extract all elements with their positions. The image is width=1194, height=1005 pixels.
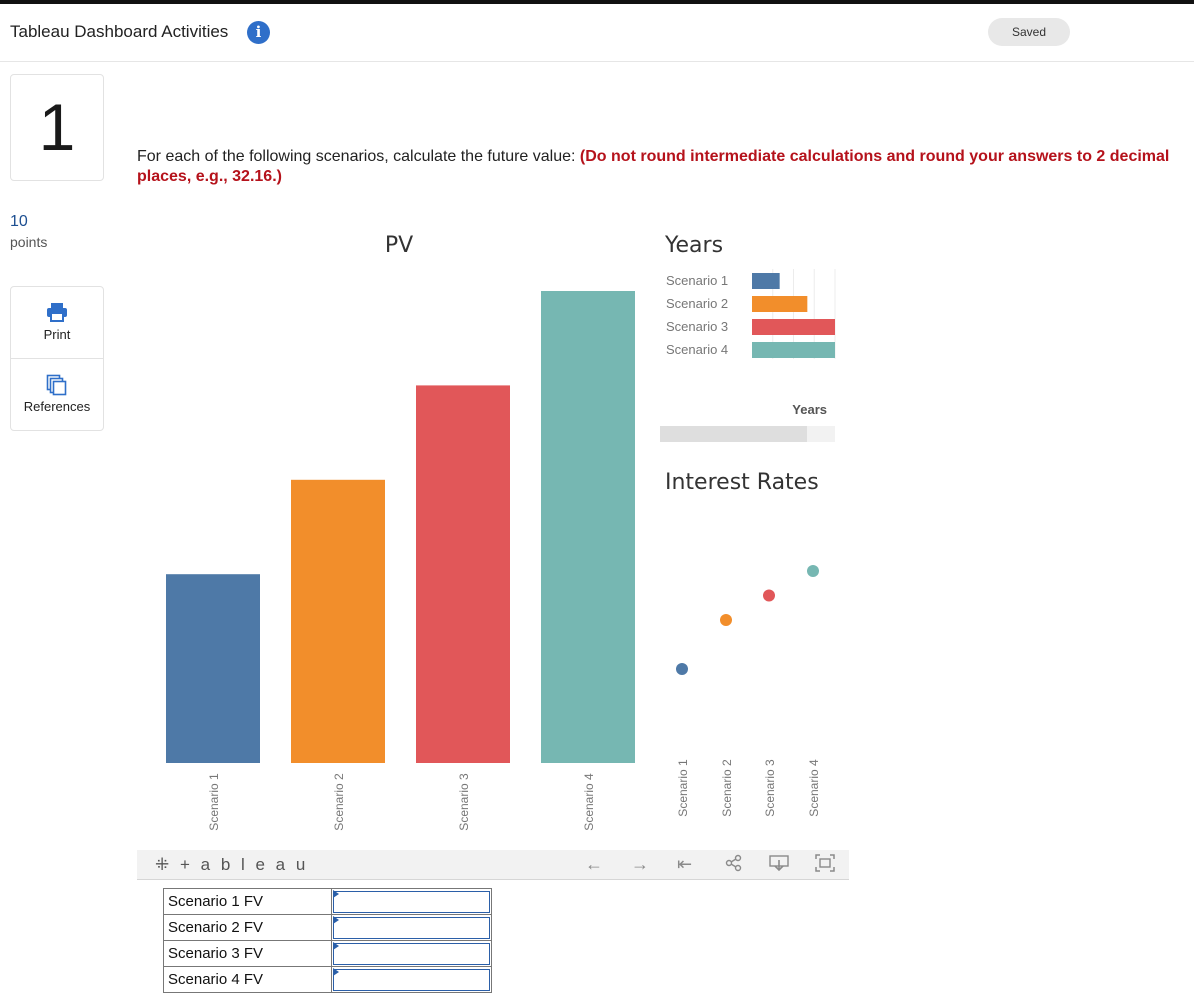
years-chart-title: Years [664, 233, 723, 258]
question-instructions: For each of the following scenarios, cal… [137, 147, 1194, 187]
years-bar [752, 319, 835, 335]
top-strip [0, 0, 1194, 4]
saved-status-badge: Saved [988, 18, 1070, 46]
interest-rates-chart: Interest Rates Scenario 1 Scenario 2 Scenar… [665, 470, 821, 817]
years-tick-label: Scenario 3 [666, 319, 728, 334]
instruction-text: For each of the following scenarios, cal… [137, 148, 580, 165]
points-label: points [10, 234, 48, 250]
pv-bar [291, 479, 385, 763]
table-row: Scenario 3 FV [163, 940, 492, 967]
flag-icon [333, 916, 339, 924]
tableau-dashboard[interactable]: PV Scenario 1 Scenario 2 Scenario 3 Scenario… [137, 215, 849, 850]
page-title: Tableau Dashboard Activities [10, 22, 229, 41]
scenario-4-fv-input[interactable] [333, 968, 490, 991]
years-tick-label: Scenario 1 [666, 273, 728, 288]
dashboard-charts: PV Scenario 1 Scenario 2 Scenario 3 Scenario… [166, 233, 836, 831]
interest-rate-point [807, 565, 819, 577]
pv-tick-label: Scenario 2 [332, 773, 346, 831]
references-button[interactable]: References [11, 359, 103, 431]
tableau-logo-text: + a b l e a u [179, 855, 309, 874]
table-row: Scenario 1 FV [163, 888, 492, 915]
undo-icon[interactable]: ← [585, 854, 603, 874]
answer-label: Scenario 3 FV [163, 940, 332, 967]
pv-bar [416, 385, 510, 763]
header: Tableau Dashboard Activities i Saved [0, 4, 1194, 62]
instruction-emphasis: (Do not round intermediate calculations … [137, 148, 1170, 185]
years-bar [752, 296, 808, 312]
points-value: 10 [10, 213, 28, 230]
pv-tick-label: Scenario 1 [207, 773, 221, 831]
pv-chart-title: PV [385, 233, 413, 258]
pv-bar [541, 291, 635, 763]
tableau-toolbar: ⁜ + a b l e a u ← → ⇤ [137, 850, 849, 880]
references-label: References [23, 399, 91, 414]
download-icon[interactable] [769, 854, 789, 877]
flag-icon [333, 968, 339, 976]
years-chart: Years Scenario 1 Scenario 2 Scenario 3 Scena… [660, 233, 836, 442]
tableau-logo-mark: ⁜ [155, 855, 173, 874]
interest-rate-point [676, 663, 688, 675]
pv-tick-label: Scenario 3 [457, 773, 471, 831]
answer-cell [331, 914, 492, 941]
rates-tick-label: Scenario 3 [763, 759, 777, 817]
answer-label: Scenario 1 FV [163, 888, 332, 915]
printer-icon [47, 303, 67, 322]
share-icon[interactable] [725, 854, 743, 877]
years-slider-label: Years [792, 402, 827, 417]
answer-cell [331, 888, 492, 915]
flag-icon [333, 890, 339, 898]
question-number: 1 [38, 90, 76, 164]
side-tools-panel: Print References [10, 286, 104, 431]
rates-tick-label: Scenario 1 [676, 759, 690, 817]
pv-chart: PV Scenario 1 Scenario 2 Scenario 3 Scenario… [166, 233, 635, 831]
years-tick-label: Scenario 2 [666, 296, 728, 311]
print-button[interactable]: Print [11, 287, 103, 359]
question-number-box: 1 [10, 74, 104, 181]
pv-tick-label: Scenario 4 [582, 773, 596, 831]
years-bar [752, 342, 835, 358]
table-row: Scenario 2 FV [163, 914, 492, 941]
years-slider-fill [660, 426, 807, 442]
answer-table: Scenario 1 FV Scenario 2 FV Scenario 3 F… [163, 888, 492, 993]
redo-icon[interactable]: → [631, 854, 649, 874]
rates-tick-label: Scenario 4 [807, 759, 821, 817]
interest-rate-point [763, 589, 775, 602]
answer-cell [331, 966, 492, 993]
scenario-2-fv-input[interactable] [333, 916, 490, 939]
fullscreen-icon[interactable] [815, 854, 835, 877]
scenario-1-fv-input[interactable] [333, 890, 490, 913]
answer-label: Scenario 2 FV [163, 914, 332, 941]
pv-bar [166, 574, 260, 763]
interest-rate-point [720, 614, 732, 626]
revert-icon[interactable]: ⇤ [677, 854, 693, 874]
answer-cell [331, 940, 492, 967]
flag-icon [333, 942, 339, 950]
print-label: Print [43, 327, 71, 342]
years-tick-label: Scenario 4 [666, 342, 728, 357]
scenario-3-fv-input[interactable] [333, 942, 490, 965]
years-bar [752, 273, 780, 289]
answer-label: Scenario 4 FV [163, 966, 332, 993]
tableau-logo: ⁜ + a b l e a u [155, 855, 308, 875]
table-row: Scenario 4 FV [163, 966, 492, 993]
info-icon[interactable]: i [247, 21, 270, 44]
rates-tick-label: Scenario 2 [720, 759, 734, 817]
documents-icon [46, 374, 67, 396]
interest-rates-chart-title: Interest Rates [665, 470, 819, 495]
